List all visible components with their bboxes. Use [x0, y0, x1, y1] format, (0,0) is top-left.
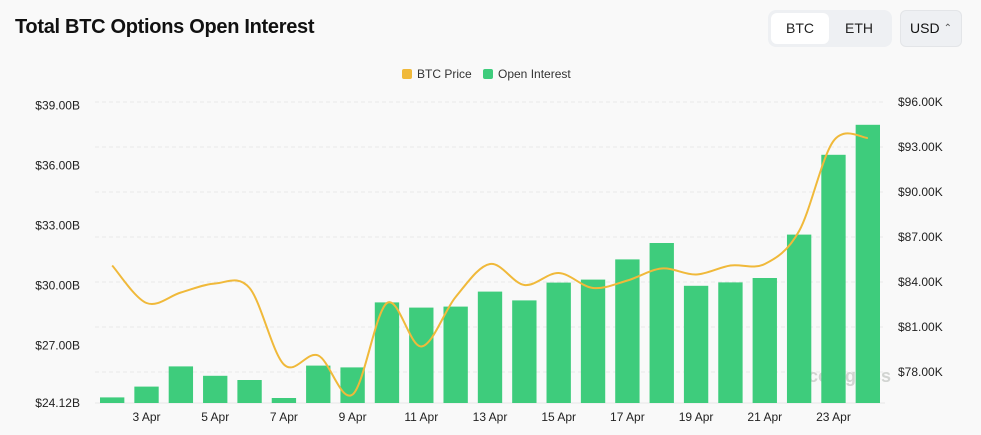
btc-price-line	[111, 132, 868, 397]
right-axis-tick: $81.00K	[898, 320, 943, 334]
bar-open-interest	[649, 243, 674, 403]
x-axis-tick: 11 Apr	[404, 410, 438, 424]
tab-eth[interactable]: ETH	[845, 20, 873, 36]
bar-open-interest	[409, 307, 434, 403]
coin-toggle: BTC ETH	[768, 10, 892, 47]
x-axis-tick: 21 Apr	[747, 410, 782, 424]
right-axis-tick: $90.00K	[898, 185, 943, 199]
x-axis-tick: 15 Apr	[541, 410, 576, 424]
x-axis-tick: 17 Apr	[610, 410, 645, 424]
bar-open-interest	[786, 234, 812, 403]
currency-select[interactable]: USD ⌃	[900, 10, 962, 47]
bar-open-interest	[271, 398, 297, 403]
left-axis-tick: $27.00B	[35, 338, 80, 352]
x-axis-tick: 3 Apr	[133, 410, 161, 424]
bar-open-interest	[752, 278, 777, 403]
right-axis-tick: $96.00K	[898, 95, 943, 109]
left-axis-tick: $36.00B	[35, 158, 80, 172]
x-axis-tick: 23 Apr	[816, 410, 851, 424]
bar-open-interest	[683, 285, 709, 403]
currency-value: USD	[910, 20, 940, 36]
left-axis-tick: $24.12B	[35, 396, 80, 410]
right-axis-tick: $93.00K	[898, 140, 943, 154]
bar-open-interest	[168, 366, 194, 403]
x-axis-tick: 5 Apr	[201, 410, 229, 424]
bar-open-interest	[477, 291, 503, 403]
x-axis-tick: 19 Apr	[679, 410, 714, 424]
legend-swatch-btc-price	[402, 69, 412, 79]
legend-label-btc-price: BTC Price	[417, 67, 472, 81]
legend-label-open-interest: Open Interest	[498, 67, 571, 81]
left-axis-tick: $30.00B	[35, 278, 80, 292]
right-axis-tick: $84.00K	[898, 275, 943, 289]
bar-open-interest	[718, 282, 743, 403]
chevron-updown-icon: ⌃	[943, 23, 952, 34]
legend-swatch-open-interest	[483, 69, 493, 79]
bar-open-interest	[443, 306, 468, 403]
x-axis-tick: 9 Apr	[339, 410, 367, 424]
bar-open-interest	[512, 300, 537, 403]
bar-open-interest	[134, 386, 159, 403]
tab-btc[interactable]: BTC	[771, 13, 829, 44]
bar-open-interest	[340, 367, 365, 403]
page-title: Total BTC Options Open Interest	[15, 16, 315, 38]
right-axis-tick: $78.00K	[898, 365, 943, 379]
bar-open-interest	[306, 365, 331, 403]
bar-open-interest	[821, 154, 846, 403]
bar-open-interest	[855, 124, 880, 404]
left-axis-tick: $33.00B	[35, 218, 80, 232]
bar-open-interest	[100, 397, 125, 403]
bar-open-interest	[203, 375, 228, 403]
right-axis-tick: $87.00K	[898, 230, 943, 244]
x-axis-tick: 13 Apr	[473, 410, 508, 424]
left-axis-tick: $39.00B	[35, 98, 80, 112]
x-axis-tick: 7 Apr	[270, 410, 298, 424]
bar-open-interest	[546, 282, 571, 403]
bar-open-interest	[580, 279, 606, 403]
bar-open-interest	[237, 380, 262, 403]
